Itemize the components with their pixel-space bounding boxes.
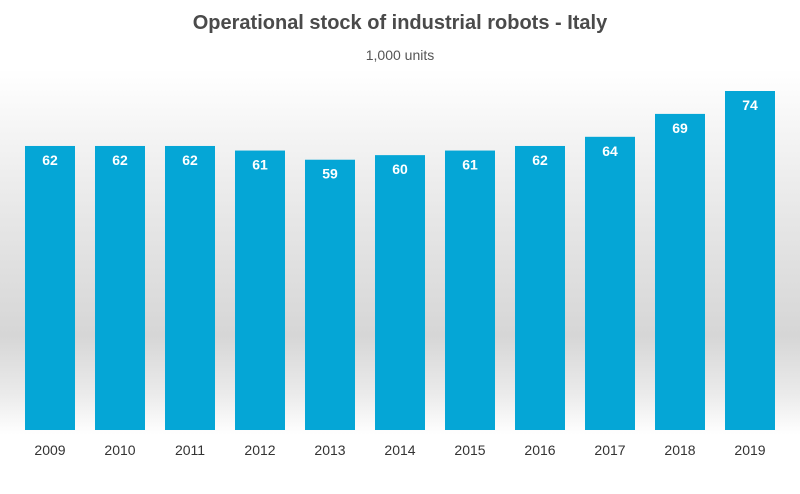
x-tick-label-2012: 2012	[244, 442, 275, 458]
chart-title: Operational stock of industrial robots -…	[192, 12, 608, 34]
x-tick-label-2009: 2009	[34, 442, 65, 458]
bar-2014	[375, 155, 425, 430]
bar-2013	[305, 159, 355, 430]
x-tick-label-2010: 2010	[104, 442, 135, 458]
chart-subtitle: 1,000 units	[365, 47, 435, 63]
data-label-2015: 61	[462, 157, 478, 173]
x-tick-label-2011: 2011	[175, 442, 205, 458]
data-label-2017: 64	[602, 143, 618, 159]
data-label-2018: 69	[672, 120, 688, 136]
x-tick-label-2014: 2014	[384, 442, 415, 458]
x-tick-label-2015: 2015	[454, 442, 485, 458]
x-tick-label-2016: 2016	[524, 442, 555, 458]
x-tick-label-2018: 2018	[664, 442, 695, 458]
data-label-2013: 59	[322, 166, 338, 182]
x-tick-label-2017: 2017	[594, 442, 625, 458]
bar-2016	[515, 145, 565, 431]
bar-2012	[235, 150, 285, 430]
data-label-2009: 62	[42, 152, 58, 168]
bar-2018	[655, 113, 705, 431]
bar-2009	[25, 145, 75, 431]
bar-2017	[585, 136, 635, 431]
data-label-2014: 60	[392, 161, 408, 177]
bar-2015	[445, 150, 495, 430]
x-tick-label-2013: 2013	[314, 442, 345, 458]
data-label-2011: 62	[182, 152, 198, 168]
x-tick-label-2019: 2019	[734, 442, 765, 458]
data-label-2019: 74	[742, 97, 758, 113]
bar-2019	[725, 91, 775, 430]
data-label-2012: 61	[252, 157, 268, 173]
data-label-2010: 62	[112, 152, 128, 168]
bar-2011	[165, 145, 215, 431]
bar-2010	[95, 145, 145, 431]
data-label-2016: 62	[532, 152, 548, 168]
